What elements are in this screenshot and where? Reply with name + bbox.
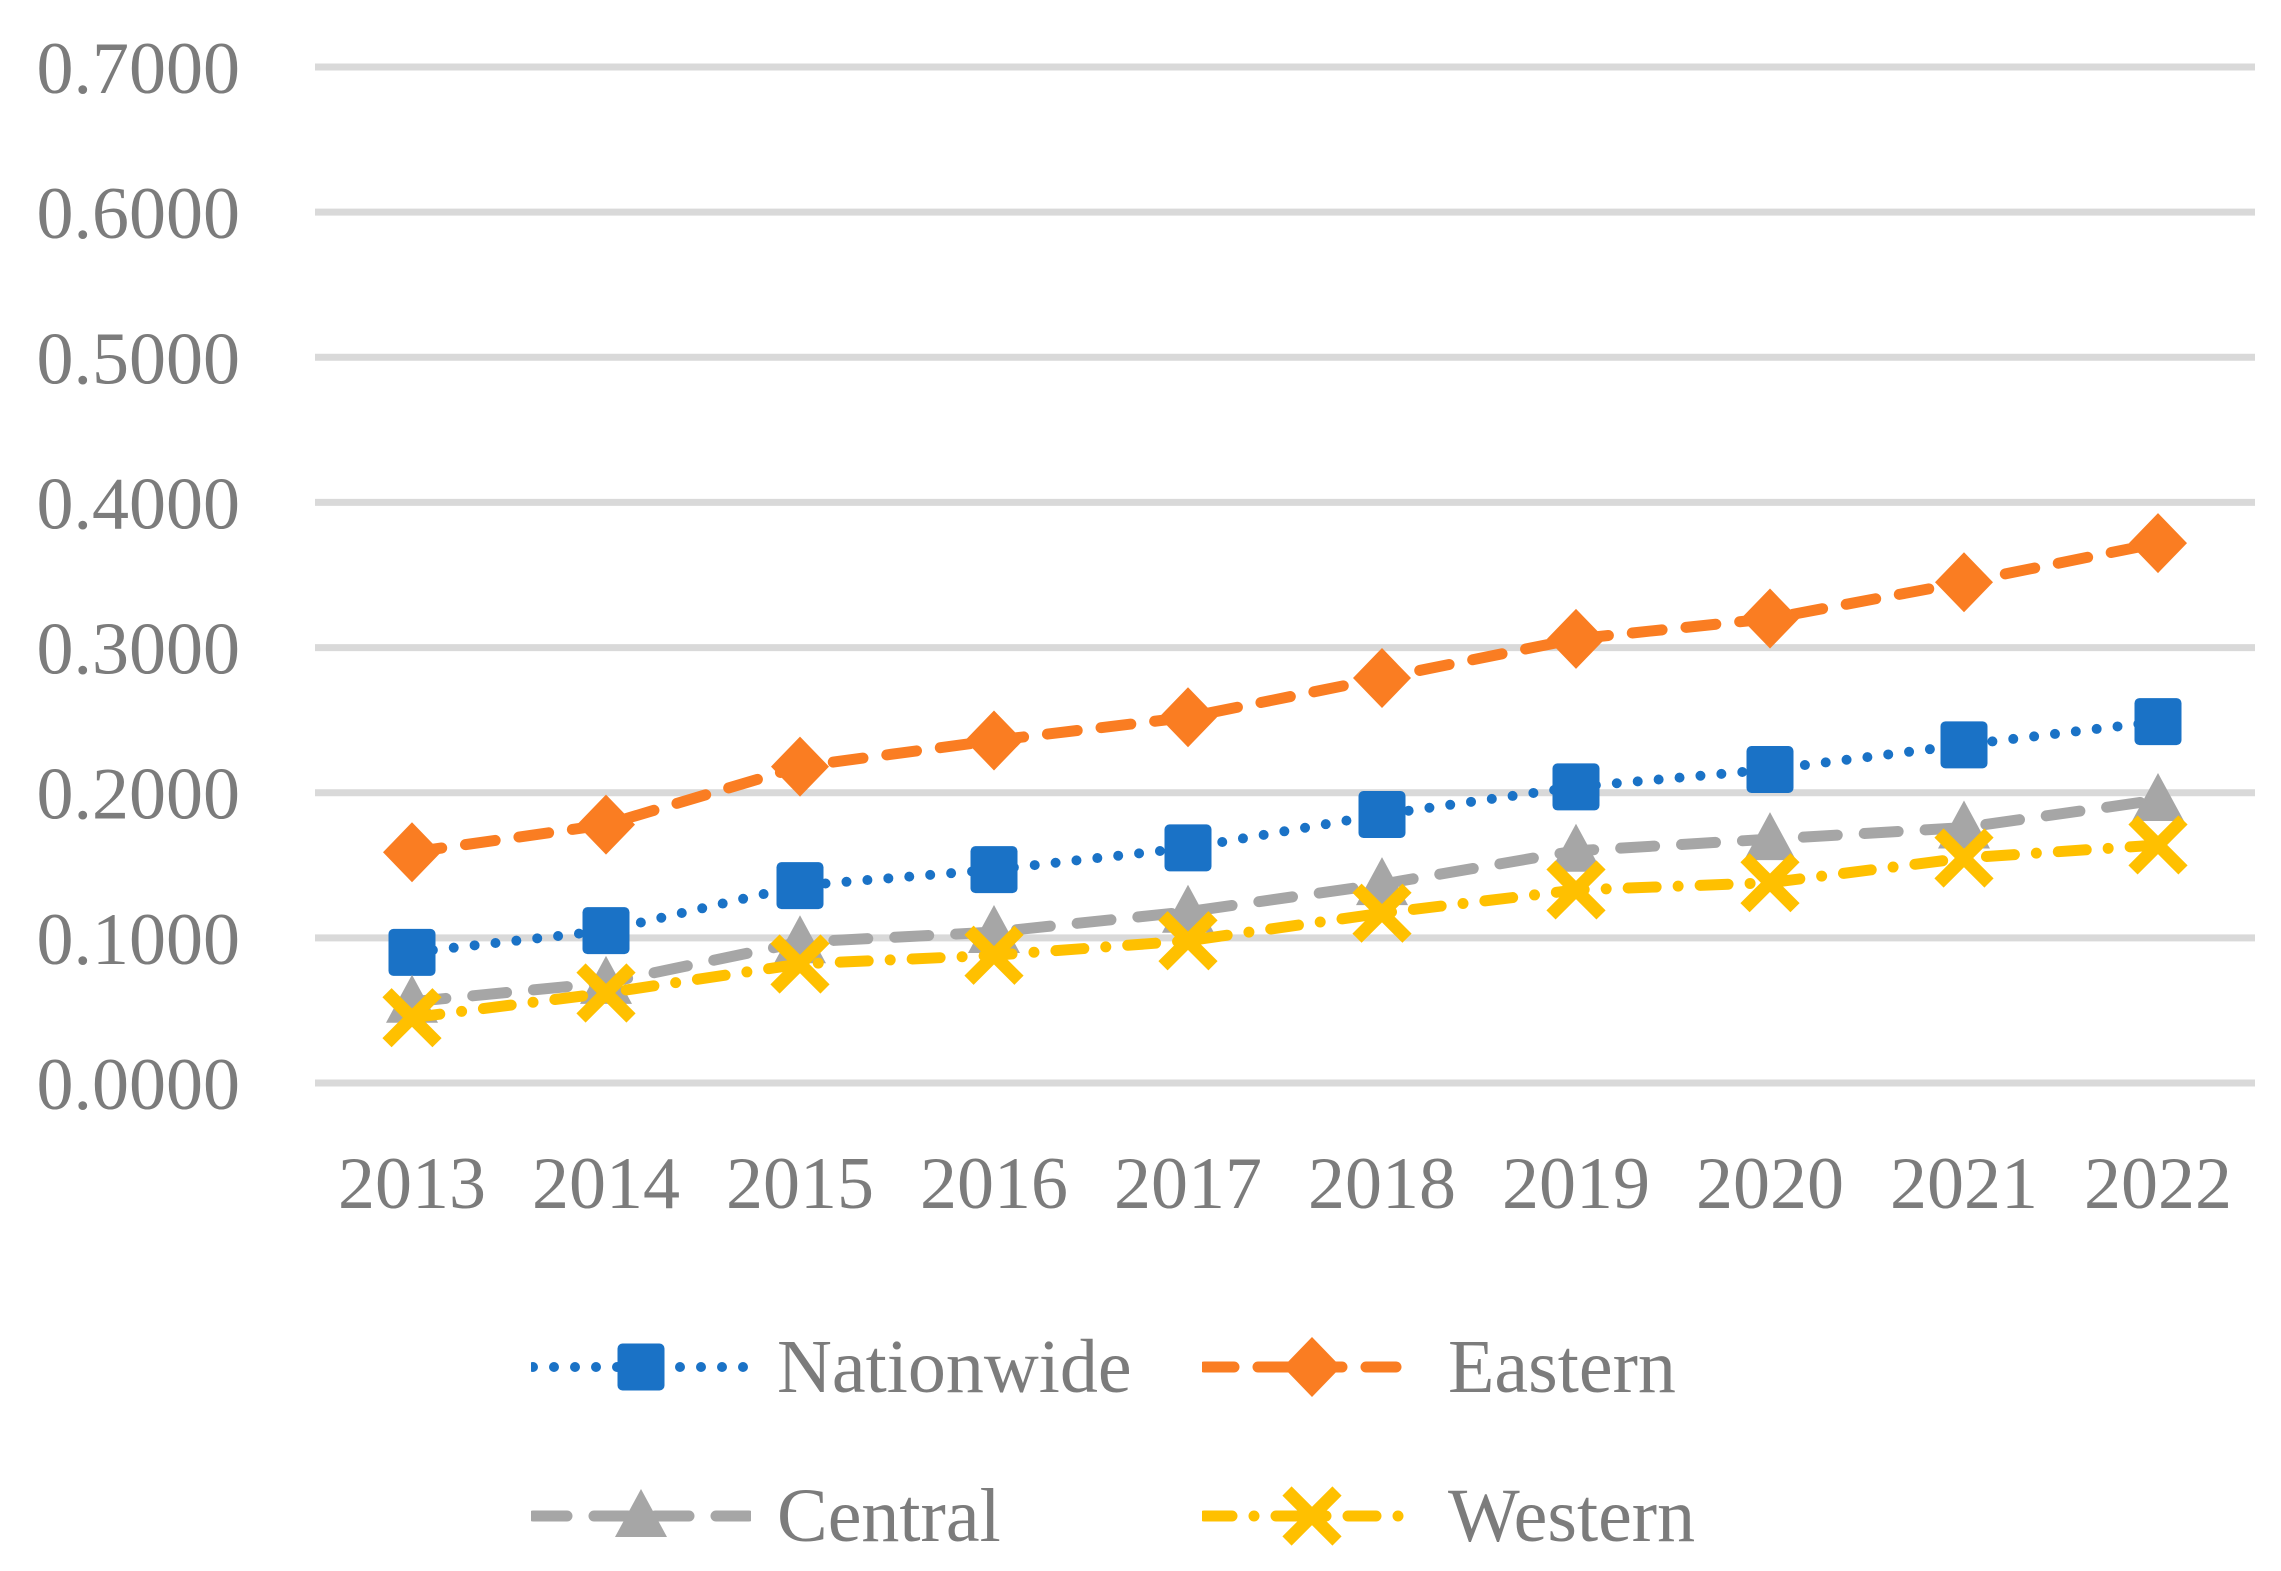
eastern-key-icon [1202, 1337, 1422, 1397]
legend-label-central: Central [777, 1474, 1001, 1558]
x-marker-western-2018 [1352, 883, 1412, 943]
x-marker-western-2013 [382, 988, 442, 1048]
x-tick-label: 2013 [338, 1143, 486, 1225]
diamond-marker-legend-eastern [1283, 1337, 1341, 1397]
triangle-marker-central-2019 [1550, 823, 1602, 872]
diamond-marker-eastern-2016 [965, 710, 1023, 771]
diamond-marker-eastern-2018 [1353, 648, 1411, 709]
x-marker-western-2017 [1158, 911, 1218, 971]
series-line-nationwide [407, 716, 2163, 958]
diamond-marker-eastern-2014 [577, 794, 635, 855]
y-tick-label: 0.5000 [37, 318, 241, 400]
x-tick-label: 2014 [532, 1143, 680, 1225]
x-tick-label: 2020 [1696, 1143, 1844, 1225]
square-marker-nationwide-2013 [388, 928, 436, 976]
legend-item-eastern: Eastern [1202, 1312, 1676, 1422]
y-tick-label: 0.1000 [37, 899, 241, 981]
central-key-icon [531, 1489, 751, 1537]
square-marker-nationwide-2021 [1940, 721, 1988, 769]
western-key-icon [1202, 1486, 1422, 1546]
series-line-western [406, 839, 2164, 1024]
y-tick-label: 0.2000 [37, 754, 241, 836]
x-tick-label: 2022 [2084, 1143, 2232, 1225]
square-marker-nationwide-2022 [2134, 698, 2182, 746]
legend-label-western: Western [1448, 1474, 1696, 1558]
series-nationwide [388, 698, 2182, 976]
triangle-marker-central-2014 [580, 955, 632, 1004]
diamond-marker-eastern-2017 [1159, 687, 1217, 748]
x-marker-western-2020 [1740, 853, 1800, 913]
legend-item-western: Western [1202, 1461, 1695, 1571]
y-tick-label: 0.3000 [37, 609, 241, 691]
series-line-central [406, 794, 2164, 1008]
y-tick-label: 0.0000 [37, 1044, 241, 1126]
square-marker-nationwide-2018 [1358, 790, 1406, 838]
series-line-eastern [406, 537, 2164, 858]
y-tick-label: 0.7000 [37, 28, 241, 110]
x-marker-western-2021 [1934, 828, 1994, 888]
x-tick-label: 2018 [1308, 1143, 1456, 1225]
square-marker-nationwide-2019 [1552, 763, 1600, 811]
x-marker-western-2015 [770, 934, 830, 994]
legend-item-nationwide: Nationwide [531, 1312, 1132, 1422]
legend-label-nationwide: Nationwide [777, 1325, 1132, 1409]
y-axis-labels: 0.0000 0.1000 0.2000 0.3000 0.4000 0.5000 0.60… [37, 28, 241, 1126]
diamond-marker-eastern-2013 [383, 822, 441, 883]
diamond-marker-eastern-2019 [1547, 608, 1605, 669]
diamond-marker-eastern-2020 [1741, 588, 1799, 649]
y-tick-label: 0.6000 [37, 173, 241, 255]
x-marker-legend-western [1282, 1486, 1342, 1546]
triangle-marker-central-2020 [1744, 812, 1796, 861]
x-marker-western-2016 [964, 925, 1024, 985]
square-marker-nationwide-2016 [970, 846, 1018, 894]
x-marker-western-2019 [1546, 860, 1606, 920]
x-tick-label: 2017 [1114, 1143, 1262, 1225]
gridlines [315, 63, 2255, 1087]
legend-label-eastern: Eastern [1448, 1325, 1676, 1409]
square-marker-nationwide-2020 [1746, 745, 1794, 793]
nationwide-key-icon [531, 1343, 751, 1391]
square-marker-legend-nationwide [617, 1343, 665, 1391]
triangle-marker-legend-central [615, 1489, 667, 1537]
diamond-marker-eastern-2022 [2129, 513, 2187, 574]
diamond-marker-eastern-2021 [1935, 552, 1993, 613]
y-tick-label: 0.4000 [37, 463, 241, 545]
diamond-marker-eastern-2015 [771, 736, 829, 797]
series-western [382, 815, 2188, 1048]
x-marker-western-2022 [2128, 815, 2188, 875]
square-marker-nationwide-2014 [582, 907, 630, 955]
series-eastern [383, 513, 2187, 883]
x-axis-labels: 2013 2014 2015 2016 2017 2018 2019 2020 2021 2022 [338, 1143, 2232, 1225]
triangle-marker-central-2022 [2132, 772, 2184, 821]
x-tick-label: 2021 [1890, 1143, 2038, 1225]
legend-item-central: Central [531, 1461, 1001, 1571]
x-tick-label: 2016 [920, 1143, 1068, 1225]
x-tick-label: 2015 [726, 1143, 874, 1225]
x-marker-western-2014 [576, 963, 636, 1023]
square-marker-nationwide-2015 [776, 862, 824, 910]
square-marker-nationwide-2017 [1164, 824, 1212, 872]
x-tick-label: 2019 [1502, 1143, 1650, 1225]
